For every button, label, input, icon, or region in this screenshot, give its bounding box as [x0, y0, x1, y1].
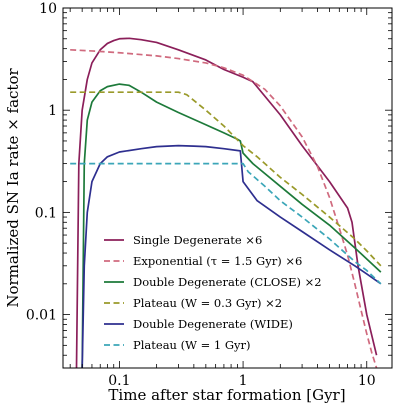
legend: Single Degenerate ×6 Exponential (τ = 1.5… [104, 233, 322, 352]
y-tick-label: 0.01 [26, 308, 57, 324]
y-axis-label: Normalized SN Ia rate × factor [4, 68, 22, 308]
legend-label: Double Degenerate (CLOSE) ×2 [133, 275, 322, 289]
series-line-5 [81, 144, 382, 368]
x-tick-label: 1 [239, 373, 248, 389]
ticks-layer [63, 7, 392, 369]
series-line-1 [75, 37, 378, 368]
y-tick-label: 1 [48, 103, 57, 119]
plot-frame [62, 7, 393, 369]
series-layer [70, 37, 382, 368]
x-axis-label: Time after star formation [Gyr] [108, 386, 345, 404]
x-tick-label: 0.1 [108, 373, 130, 389]
y-tick-label: 10 [39, 1, 57, 17]
legend-label: Plateau (W = 1 Gyr) [133, 338, 251, 352]
legend-label: Plateau (W = 0.3 Gyr) ×2 [133, 296, 282, 310]
legend-label: Double Degenerate (WIDE) [133, 317, 293, 331]
x-tick-label: 10 [358, 373, 376, 389]
y-tick-label: 0.1 [35, 205, 57, 221]
tick-labels-layer: 0.1 1 10 0.01 0.1 1 10 [26, 1, 376, 389]
legend-label: Exponential (τ = 1.5 Gyr) ×6 [133, 254, 302, 268]
series-line-3 [81, 83, 382, 368]
legend-label: Single Degenerate ×6 [133, 233, 262, 247]
series-line-4 [70, 91, 382, 267]
series-line-2 [70, 48, 378, 368]
series-line-6 [70, 162, 382, 285]
